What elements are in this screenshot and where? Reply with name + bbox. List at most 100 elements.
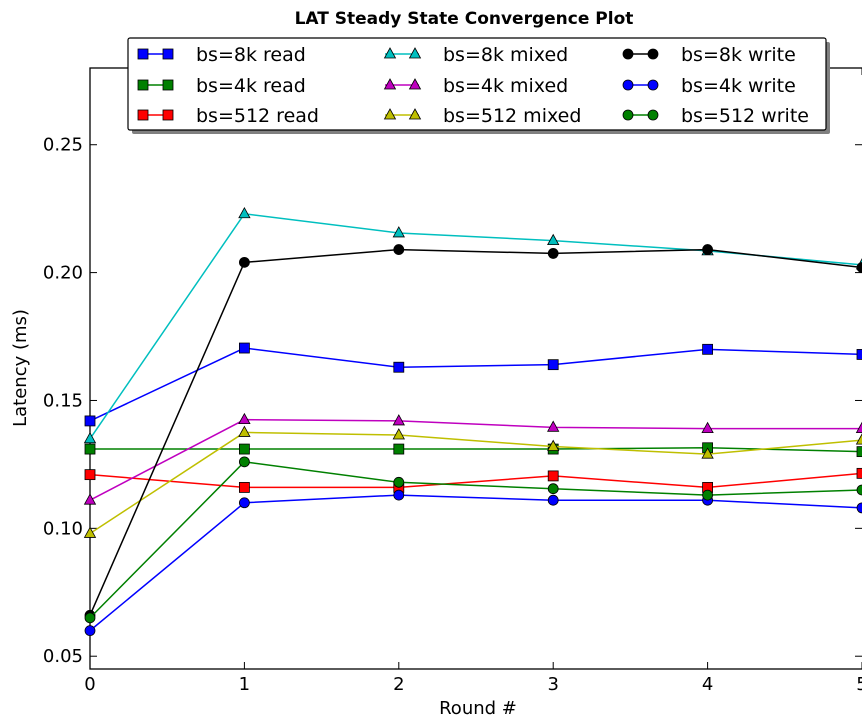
y-axis-label: Latency (ms) [10, 309, 31, 427]
triangle-marker [392, 226, 405, 238]
circle-marker [84, 625, 96, 637]
legend-label: bs=512 read [196, 105, 319, 127]
circle-marker [702, 244, 713, 255]
square-marker [856, 467, 862, 479]
legend-label: bs=4k mixed [443, 75, 568, 97]
square-marker [84, 415, 96, 427]
triangle-marker [408, 47, 422, 59]
circle-marker [547, 494, 559, 506]
legend-label: bs=4k read [196, 75, 306, 97]
triangle-marker [408, 108, 422, 120]
triangle-marker [547, 233, 560, 246]
legend-label: bs=4k write [681, 75, 796, 97]
triangle-marker [383, 47, 397, 59]
legend-item: bs=4k read [137, 75, 306, 97]
legend: bs=8k read bs=4k read bs=512 read bs=8k mix… [127, 37, 830, 134]
series-line [89, 248, 862, 616]
series-4 [83, 412, 862, 505]
series-layer [83, 206, 862, 637]
circle-marker [84, 612, 96, 624]
series-0 [84, 342, 862, 427]
circle-marker [393, 244, 405, 255]
square-marker [238, 342, 250, 354]
square-marker [702, 343, 713, 355]
circle-marker [238, 256, 250, 268]
triangle-marker [383, 108, 397, 120]
x-tick-label: 1 [239, 674, 250, 695]
square-marker [238, 443, 250, 455]
triangle-marker [83, 431, 97, 444]
square-marker [162, 79, 174, 91]
triangle-marker [547, 439, 560, 451]
legend-item: bs=512 mixed [383, 105, 581, 127]
circle-marker [647, 109, 659, 121]
square-marker [162, 109, 174, 121]
square-marker [84, 469, 96, 481]
series-line [89, 461, 862, 619]
legend-label: bs=512 mixed [443, 105, 581, 127]
circle-marker [547, 483, 559, 495]
square-marker [238, 482, 250, 493]
series-7 [84, 489, 862, 637]
triangle-marker [392, 414, 405, 426]
triangle-marker [408, 78, 422, 90]
square-marker [162, 48, 174, 60]
square-marker [856, 349, 862, 360]
legend-label: bs=8k mixed [443, 44, 568, 66]
square-marker [856, 446, 862, 458]
square-marker [137, 109, 149, 121]
series-line [89, 347, 862, 422]
legend-box [127, 37, 827, 131]
circle-marker [622, 109, 634, 121]
x-tick-label: 4 [702, 674, 713, 695]
circle-marker [856, 484, 862, 496]
chart-title: LAT Steady State Convergence Plot [295, 9, 634, 29]
circle-marker [647, 48, 659, 60]
y-tick-label: 0.10 [43, 518, 83, 539]
triangle-marker [238, 425, 251, 437]
legend-label: bs=8k read [196, 44, 306, 66]
legend-label: bs=8k write [681, 44, 796, 66]
square-marker [137, 79, 149, 91]
circle-marker [856, 262, 862, 273]
circle-marker [702, 489, 713, 501]
x-tick-label: 3 [547, 674, 558, 695]
circle-marker [622, 48, 634, 60]
y-axis: 0.05 0.10 0.15 0.20 0.25 [43, 135, 862, 667]
triangle-marker [547, 420, 560, 432]
legend-item: bs=8k write [622, 44, 796, 66]
triangle-marker [855, 421, 862, 434]
triangle-marker [83, 526, 97, 538]
y-tick-label: 0.25 [43, 135, 83, 156]
legend-item: bs=4k mixed [383, 75, 568, 97]
series-line [89, 472, 862, 489]
triangle-marker [238, 206, 251, 219]
square-marker [547, 359, 559, 371]
triangle-marker [392, 428, 405, 440]
plot-frame [89, 67, 862, 670]
series-5 [83, 425, 862, 538]
triangle-marker [701, 421, 714, 434]
plot-area [89, 67, 862, 670]
y-tick-label: 0.20 [43, 263, 83, 284]
legend-label: bs=512 write [681, 105, 809, 127]
square-marker [137, 48, 149, 60]
circle-marker [856, 502, 862, 514]
circle-marker [238, 456, 250, 468]
series-line [89, 494, 862, 632]
y-tick-label: 0.05 [43, 646, 83, 667]
legend-item: bs=8k mixed [383, 44, 568, 66]
square-marker [393, 443, 405, 455]
series-line [89, 418, 862, 501]
circle-marker [547, 248, 559, 259]
triangle-marker [83, 493, 97, 505]
circle-marker [238, 497, 250, 509]
triangle-marker [701, 447, 714, 459]
legend-item: bs=512 read [137, 105, 319, 127]
triangle-marker [383, 78, 397, 90]
triangle-marker [238, 412, 251, 425]
circle-marker [622, 79, 634, 91]
x-tick-label: 0 [84, 674, 95, 695]
triangle-marker [855, 433, 862, 445]
